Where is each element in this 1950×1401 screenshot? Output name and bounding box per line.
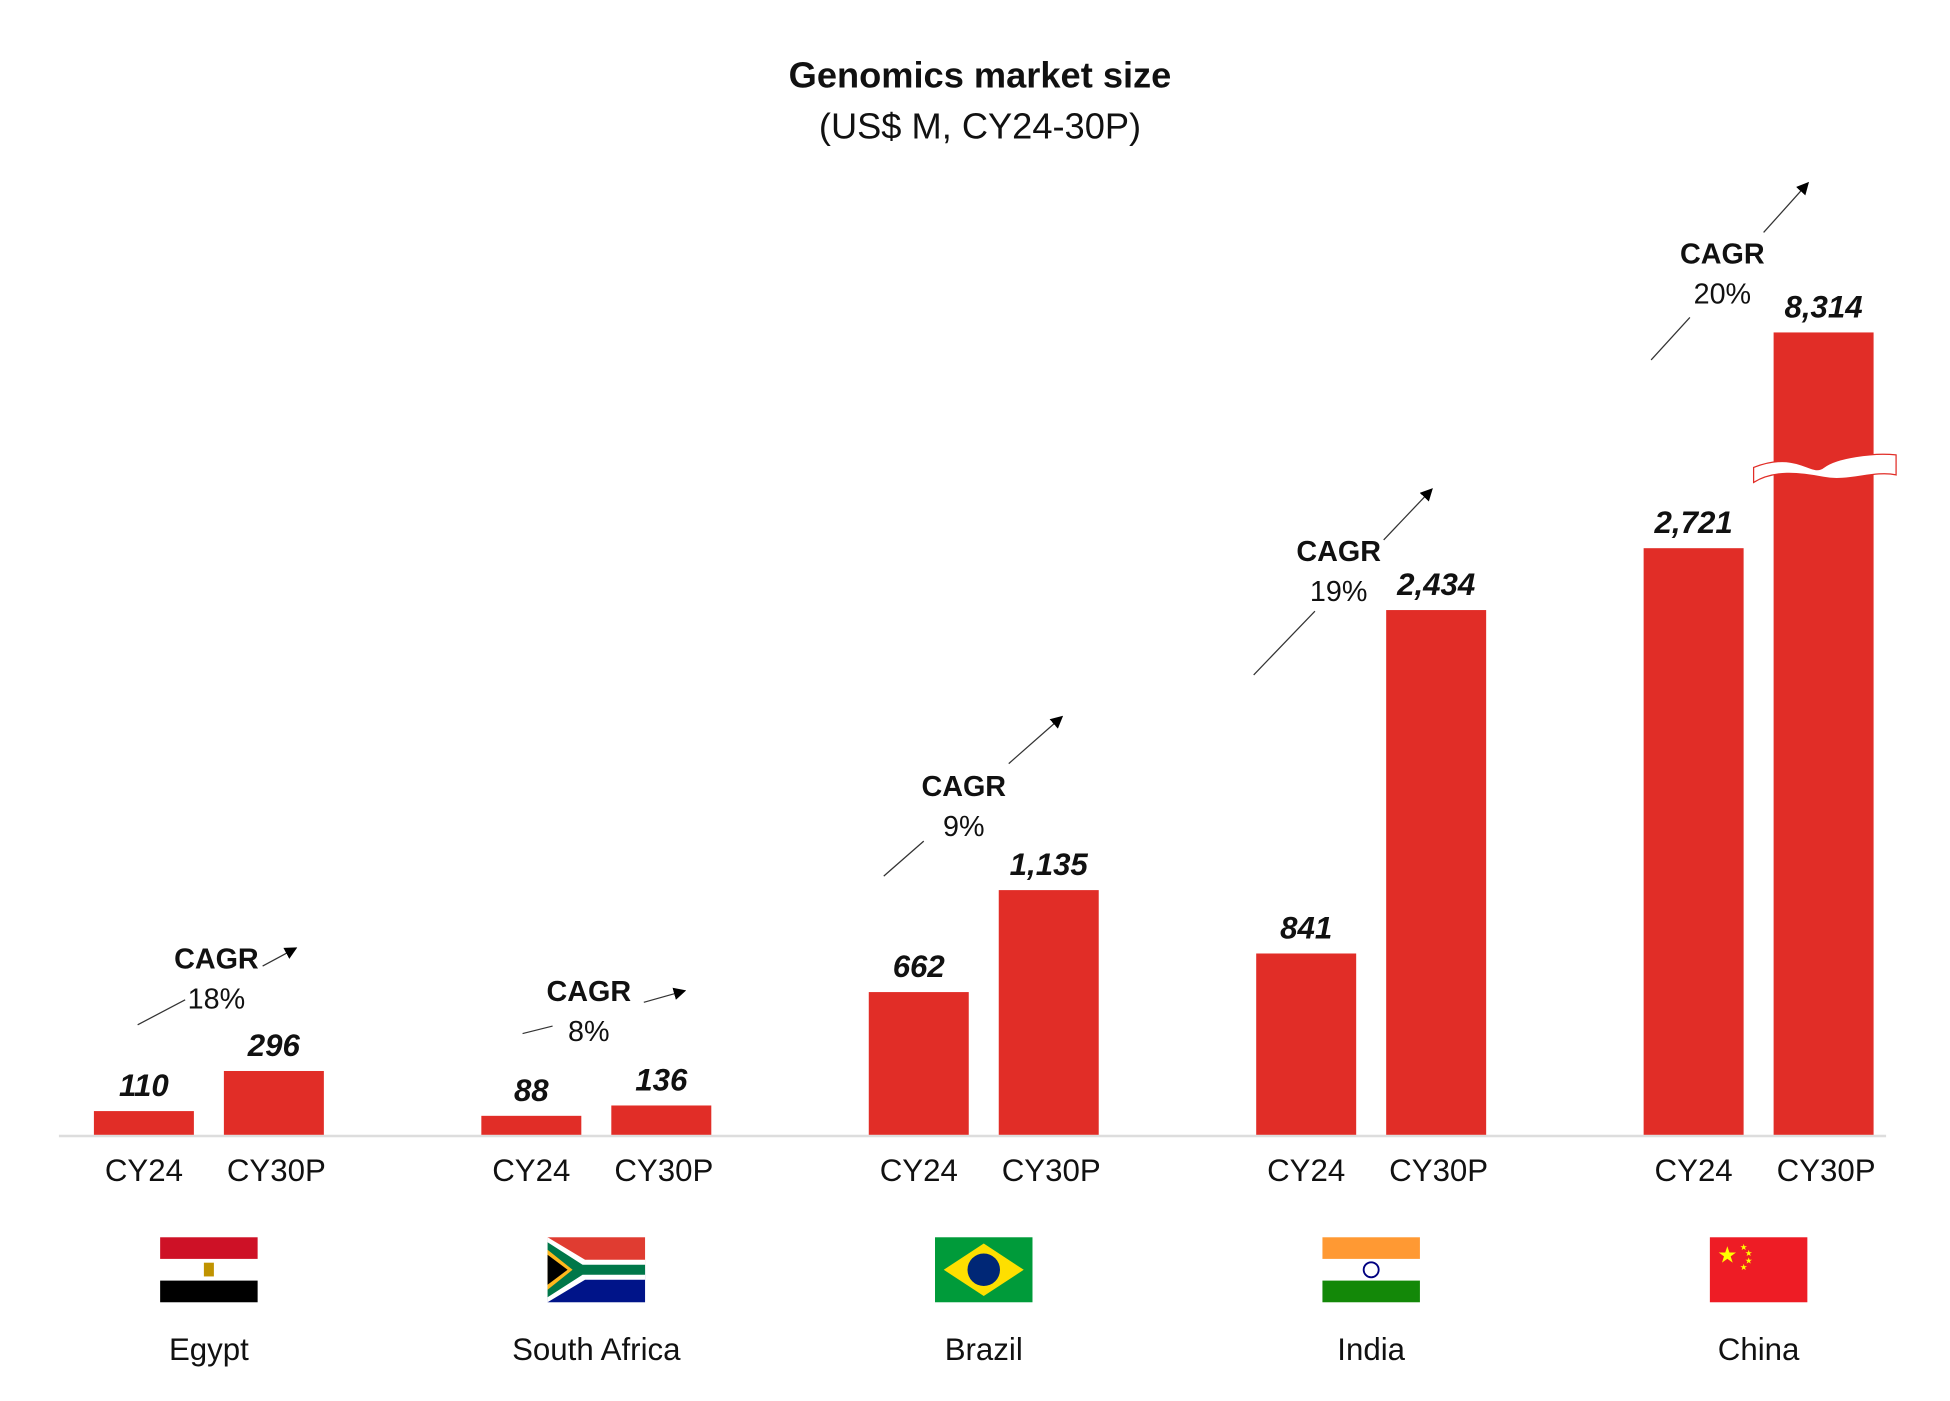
axis-break-mark (1752, 453, 1897, 484)
star-icon: ★ (1745, 1248, 1753, 1258)
data-label: 296 (247, 1028, 301, 1063)
cagr-arrow-icon (1383, 488, 1433, 541)
cagr-line (1650, 317, 1691, 361)
x-tick-label: CY30P (227, 1153, 326, 1188)
data-label: 2,721 (1654, 505, 1733, 540)
x-tick-label: CY30P (614, 1153, 713, 1188)
bar-south-africa-cy24 (481, 1115, 582, 1135)
country-label: South Africa (512, 1332, 681, 1367)
cagr-arrow-icon (1008, 715, 1064, 765)
bar-china-cy30p (1773, 332, 1874, 1135)
eagle-icon (203, 1262, 214, 1277)
cagr-arrow-icon (1763, 181, 1810, 233)
cagr-label: CAGR (1296, 536, 1381, 568)
star-icon: ★ (1745, 1256, 1753, 1266)
cagr-label: CAGR (921, 771, 1006, 803)
country-label: India (1337, 1332, 1405, 1367)
x-tick-label: CY24 (1267, 1153, 1345, 1188)
x-tick-label: CY24 (1655, 1153, 1733, 1188)
country-label: Egypt (169, 1332, 249, 1367)
cagr-value: 19% (1310, 576, 1368, 608)
brazil-flag-icon (967, 1253, 1000, 1287)
cagr-line (137, 999, 186, 1026)
x-tick-label: CY30P (1777, 1153, 1876, 1188)
star-icon: ★ (1740, 1262, 1748, 1272)
cagr-label: CAGR (547, 976, 632, 1008)
country-label: China (1718, 1332, 1800, 1367)
bar-south-africa-cy30p (611, 1105, 712, 1135)
x-tick-label: CY24 (880, 1153, 958, 1188)
x-tick-label: CY24 (105, 1153, 183, 1188)
country-label: Brazil (945, 1332, 1023, 1367)
data-label: 2,434 (1396, 567, 1475, 602)
x-tick-label: CY30P (1389, 1153, 1488, 1188)
india-flag-icon (1322, 1237, 1420, 1259)
bar-egypt-cy24 (93, 1111, 194, 1135)
data-label: 136 (635, 1062, 688, 1097)
egypt-flag-icon (160, 1237, 258, 1259)
cagr-line (883, 840, 925, 877)
cagr-value: 9% (943, 811, 985, 843)
cagr-label: CAGR (1680, 239, 1765, 271)
india-flag-icon (1322, 1258, 1420, 1281)
bar-brazil-cy30p (998, 890, 1099, 1135)
x-tick-label: CY30P (1002, 1153, 1101, 1188)
india-flag-icon (1322, 1280, 1420, 1303)
chart-subtitle: (US$ M, CY24-30P) (819, 106, 1141, 147)
china-flag-icon (1709, 1237, 1808, 1303)
data-label: 841 (1280, 910, 1332, 945)
cagr-value: 18% (188, 984, 246, 1016)
star-icon: ★ (1740, 1242, 1748, 1252)
cagr-arrow-icon (262, 947, 298, 967)
south-africa-flag-icon (547, 1254, 568, 1285)
bar-india-cy24 (1256, 953, 1357, 1135)
data-label: 662 (893, 949, 946, 984)
data-label: 88 (514, 1073, 549, 1108)
cagr-value: 20% (1694, 279, 1752, 311)
bar-india-cy30p (1386, 610, 1487, 1135)
bar-china-cy24 (1643, 548, 1744, 1135)
cagr-value: 8% (568, 1016, 610, 1048)
data-label: 8,314 (1785, 289, 1863, 324)
cagr-arrow-icon (643, 987, 687, 1003)
cagr-line (1253, 610, 1316, 676)
south-africa-flag-icon (547, 1242, 646, 1298)
bar-brazil-cy24 (868, 992, 969, 1135)
data-label: 1,135 (1010, 847, 1089, 882)
bar-egypt-cy30p (223, 1070, 324, 1135)
chakra-icon (1362, 1261, 1380, 1279)
star-icon: ★ (1717, 1242, 1737, 1267)
chart-title: Genomics market size (789, 54, 1172, 95)
x-tick-label: CY24 (492, 1153, 570, 1188)
data-label: 110 (119, 1068, 169, 1103)
cagr-label: CAGR (174, 944, 259, 976)
cagr-line (522, 1025, 553, 1035)
egypt-flag-icon (160, 1280, 258, 1303)
